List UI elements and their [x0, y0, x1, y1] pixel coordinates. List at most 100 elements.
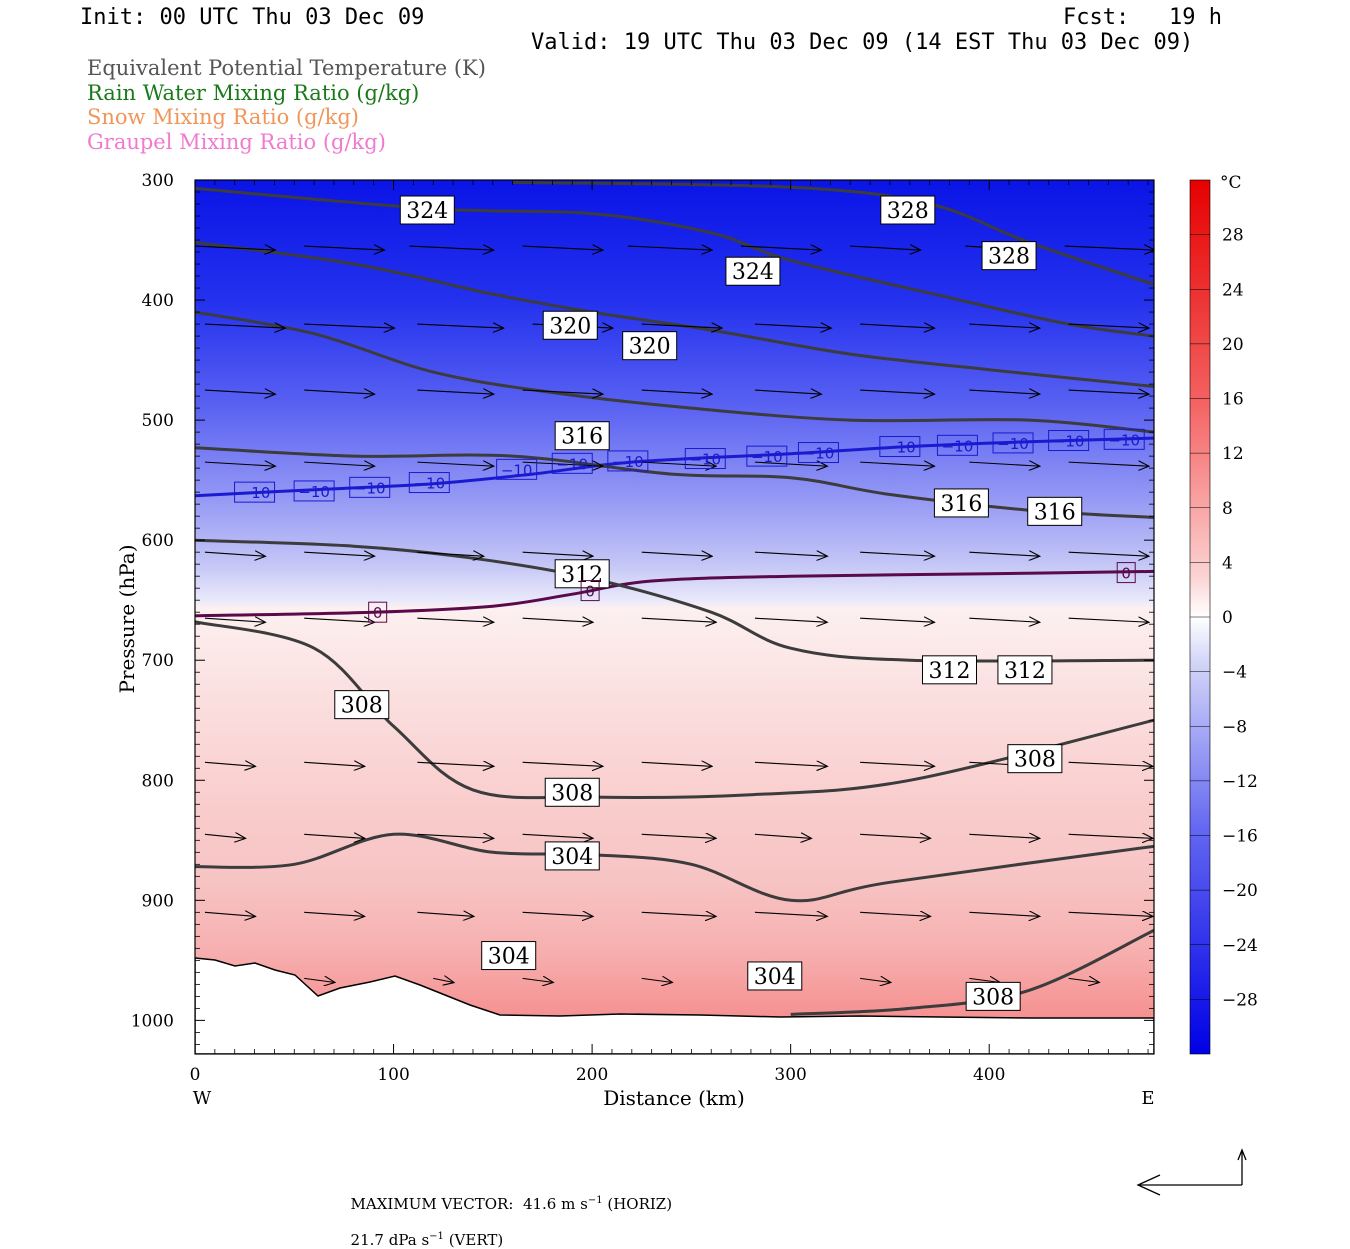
theta-e-label: 328	[880, 195, 936, 225]
wind-vector	[754, 462, 826, 466]
theta-e-contour	[195, 310, 1154, 434]
colorbar-tick-label: 4	[1222, 553, 1233, 573]
svg-text:−10: −10	[612, 453, 644, 471]
svg-text:324: 324	[406, 199, 448, 224]
wind-vector	[409, 246, 492, 250]
wind-vector	[1068, 834, 1152, 838]
theta-e-label: 308	[544, 777, 600, 807]
wind-vector	[641, 912, 715, 916]
wind-vector	[1068, 552, 1148, 556]
max-vector-vert-value: 21.7	[350, 1231, 384, 1249]
terrain-mask	[195, 957, 1154, 1054]
svg-text:312: 312	[561, 563, 603, 588]
isotherm-label: −10	[797, 442, 839, 464]
wind-vector	[754, 834, 811, 838]
isotherm-label: −10	[293, 480, 335, 502]
wind-vector	[969, 390, 1038, 394]
forecast-hour: Fcst: 19 h	[1063, 5, 1222, 30]
svg-text:316: 316	[561, 425, 603, 450]
y-tick-label: 1000	[131, 1011, 174, 1031]
svg-text:0: 0	[585, 583, 595, 601]
isotherm-label: −10	[936, 434, 978, 456]
y-tick-label: 700	[142, 651, 174, 671]
colorbar-tick-label: 28	[1222, 226, 1244, 246]
wind-vector	[304, 834, 364, 838]
wind-vector	[641, 618, 715, 622]
x-end-label-east: E	[1141, 1088, 1154, 1109]
wind-vector	[740, 246, 820, 250]
wind-vector	[304, 978, 334, 982]
svg-text:316: 316	[940, 492, 982, 517]
theta-e-contour	[195, 832, 1154, 903]
wind-vector	[304, 462, 373, 466]
svg-text:−10: −10	[413, 475, 445, 493]
wind-vector	[1068, 618, 1148, 622]
colorbar-tick-label: −16	[1222, 827, 1258, 847]
x-axis-title: Distance (km)	[603, 1086, 745, 1110]
max-vector-vert-tag: (VERT)	[448, 1231, 504, 1249]
wind-vector	[860, 834, 929, 838]
theta-e-contour	[195, 538, 1154, 663]
wind-vector	[417, 912, 473, 916]
theta-e-label: 328	[981, 241, 1037, 271]
wind-vector	[522, 390, 602, 394]
axis-layer: 0 100 200 300 400 300 400 500 600 700 800 900 1000	[131, 171, 1154, 1085]
wind-vector	[641, 834, 715, 838]
wind-vector	[433, 978, 453, 982]
colorbar-tick-label: −8	[1222, 717, 1247, 737]
colorbar-tick-label: −4	[1222, 663, 1247, 683]
wind-vector	[204, 912, 255, 916]
x-tick-label: 400	[973, 1065, 1005, 1085]
x-tick-label: 200	[576, 1065, 608, 1085]
wind-vector	[304, 246, 383, 250]
y-axis-title: Pressure (hPa)	[115, 545, 139, 694]
svg-text:0: 0	[373, 604, 383, 622]
max-vector-vert-unit: dPa s	[388, 1231, 430, 1249]
svg-text:−10: −10	[239, 484, 271, 502]
wind-vector	[627, 246, 711, 250]
max-vector-vert-exp: −1	[429, 1231, 444, 1242]
wind-vector	[754, 762, 826, 766]
svg-text:304: 304	[488, 945, 530, 970]
isotherm-label: 0	[368, 601, 388, 623]
isotherm-label: −10	[607, 450, 649, 472]
plot-frame	[194, 179, 1155, 1055]
theta-e-label: 304	[544, 841, 600, 871]
max-vector-label: MAXIMUM VECTOR:	[350, 1195, 514, 1213]
isotherm-label: −10	[408, 472, 450, 494]
svg-text:−10: −10	[501, 461, 533, 479]
wind-vector-layer	[195, 246, 1154, 982]
wind-vector	[850, 246, 919, 250]
max-vector-horiz-unit: m s	[561, 1195, 588, 1213]
wind-vector	[969, 978, 999, 982]
svg-text:308: 308	[551, 781, 593, 806]
svg-text:308: 308	[1014, 748, 1056, 773]
isotherm-label: 0	[580, 580, 600, 602]
wind-vector	[1068, 978, 1099, 982]
svg-text:−10: −10	[803, 445, 835, 463]
theta-e-label: 316	[554, 421, 610, 451]
y-tick-label: 800	[142, 771, 174, 791]
colorbar-tick-label: 0	[1222, 608, 1233, 628]
theta-e-label: 312	[997, 655, 1053, 685]
wind-vector	[204, 462, 274, 466]
isotherm-label: −10	[234, 481, 276, 503]
wind-vector	[1064, 246, 1154, 250]
wind-vector	[1068, 390, 1148, 394]
x-tick-label: 0	[190, 1065, 201, 1085]
theta-e-label: 312	[921, 655, 977, 685]
wind-vector	[204, 834, 245, 838]
theta-e-label: 308	[334, 690, 390, 720]
theta-e-label: 324	[399, 195, 455, 225]
isotherm-line	[195, 436, 1154, 498]
wind-vector	[860, 618, 933, 622]
svg-text:316: 316	[1034, 500, 1076, 525]
svg-text:324: 324	[732, 260, 774, 285]
svg-text:320: 320	[629, 335, 671, 360]
legend-theta-e: Equivalent Potential Temperature (K)	[87, 56, 486, 80]
colorbar-tick-labels: 28 24 20 16 12 8 4 0 −4 −8 −12 −16 −20 −24 −28	[1190, 226, 1258, 1010]
isotherm-label: −10	[1048, 430, 1090, 452]
isotherm-label: −10	[349, 476, 391, 498]
wind-vector	[641, 978, 672, 982]
wind-vector	[522, 462, 602, 466]
